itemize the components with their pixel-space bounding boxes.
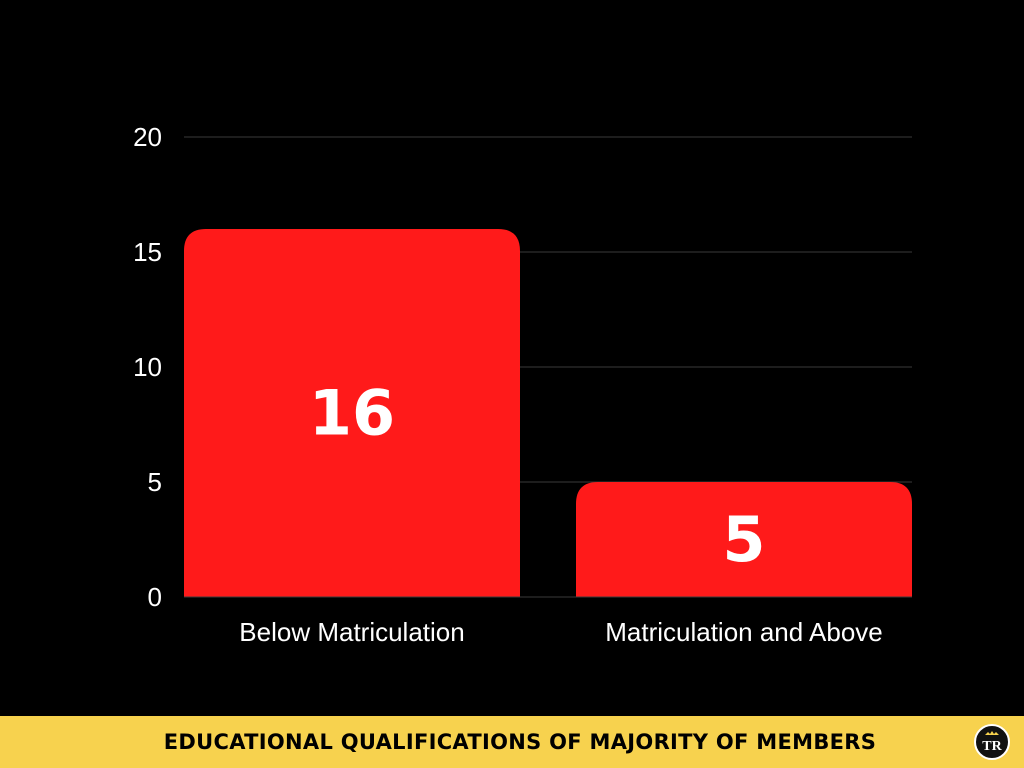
x-tick-label: Matriculation and Above: [605, 617, 883, 647]
y-tick-label: 5: [148, 467, 162, 497]
x-tick-label: Below Matriculation: [239, 617, 464, 647]
y-tick-label: 20: [133, 122, 162, 152]
chart-title: EDUCATIONAL QUALIFICATIONS OF MAJORITY O…: [163, 730, 877, 754]
data-label: 5: [722, 503, 765, 576]
y-tick-label: 10: [133, 352, 162, 382]
data-label: 16: [309, 377, 395, 450]
bar: [184, 229, 520, 597]
bar: [576, 482, 912, 597]
footer-banner: EDUCATIONAL QUALIFICATIONS OF MAJORITY O…: [0, 716, 1024, 768]
logo-text: TR: [982, 739, 1002, 754]
bar-chart: 0 5 10 15 20 16 Below Matriculation 5 Matriculat…: [133, 122, 912, 647]
y-tick-label: 0: [148, 582, 162, 612]
tr-logo-icon: TR: [974, 724, 1010, 760]
y-tick-label: 15: [133, 237, 162, 267]
